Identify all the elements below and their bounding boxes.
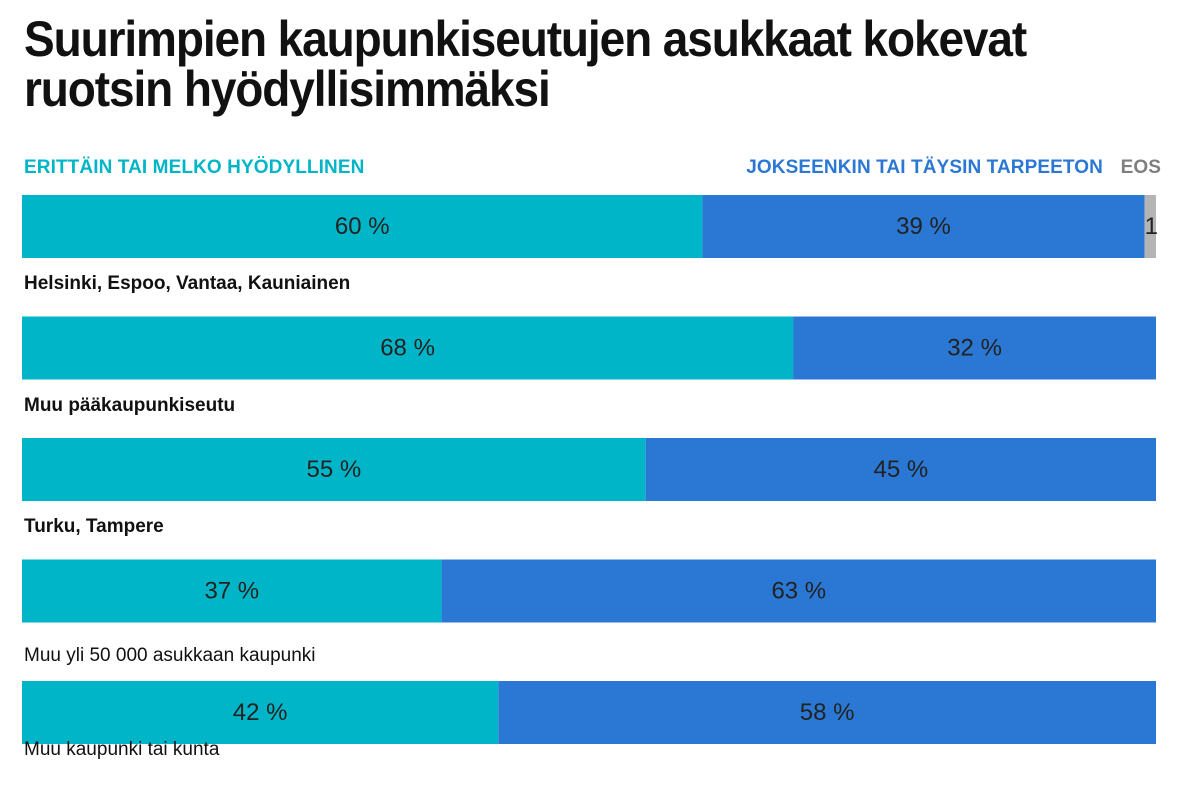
- bar-segment: [498, 681, 1156, 744]
- bar-value-label: 39 %: [896, 213, 951, 240]
- bar-segment: [22, 681, 499, 744]
- bar-value-label: 63 %: [771, 577, 826, 604]
- category-label: Muu pääkaupunkiseutu: [24, 394, 236, 416]
- category-label: Helsinki, Espoo, Vantaa, Kauniainen: [24, 273, 351, 294]
- bar-value-label: 42 %: [233, 699, 288, 726]
- chart-title: Suurimpien kaupunkiseutujen asukkaat kok…: [24, 11, 1027, 117]
- bar-segment: [1144, 195, 1156, 258]
- bar-segment: [22, 316, 794, 380]
- category-label: Turku, Tampere: [24, 516, 164, 537]
- legend-useful: ERITTÄIN TAI MELKO HYÖDYLLINEN: [24, 157, 365, 178]
- bar-value-label: 58 %: [800, 699, 855, 726]
- category-label: Muu yli 50 000 asukkaan kaupunki: [24, 644, 316, 666]
- bar-segment: [22, 559, 442, 623]
- bar-value-label: 60 %: [335, 213, 390, 240]
- bar-value-label: 55 %: [306, 456, 361, 483]
- bar-value-label: 32 %: [947, 334, 1002, 361]
- bar-segment: [645, 438, 1156, 501]
- bar-value-label: 45 %: [873, 456, 928, 483]
- bar-segment: [441, 559, 1157, 623]
- legend-useless: JOKSEENKIN TAI TÄYSIN TARPEETON: [746, 157, 1103, 178]
- bar-segment: [702, 195, 1145, 258]
- category-label: Muu kaupunki tai kunta: [24, 739, 220, 760]
- bar-value-label: 1: [1145, 213, 1158, 240]
- bar-segment: [22, 195, 703, 258]
- legend-eos: EOS: [1120, 157, 1161, 178]
- bar-segment: [22, 438, 646, 501]
- bar-value-label: 37 %: [204, 577, 259, 604]
- bar-segment: [793, 316, 1156, 380]
- bar-value-label: 68 %: [380, 334, 435, 361]
